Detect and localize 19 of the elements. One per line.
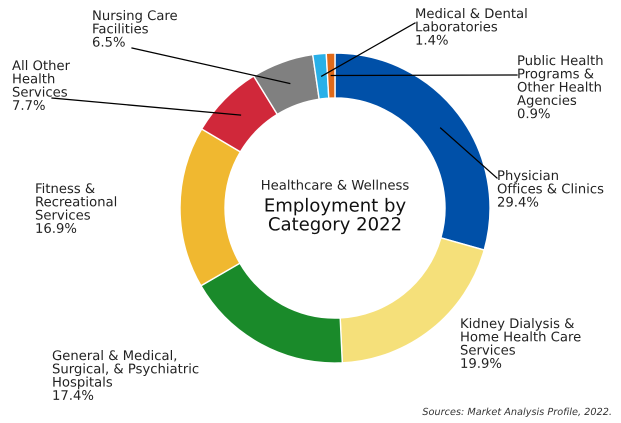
data-label: 19.9%	[461, 358, 502, 368]
text: Employment by Category 2022	[266, 198, 406, 234]
data-label: 16.9%	[36, 223, 76, 234]
slice-label: Public Health Programs & Other Health Agencies	[517, 55, 602, 108]
data-label: 6.5%	[92, 36, 125, 47]
slice-label: Kidney Dialysis & Home Health Care Services	[460, 318, 581, 355]
data-label: 29.4%	[498, 196, 538, 207]
data-label: 7.7%	[13, 100, 45, 110]
slice-label: General & Medical, Surgical, & Psychiatric Hospitals	[52, 350, 198, 390]
data-label: 1.4%	[416, 34, 448, 45]
slice-label: Medical & Dental Laboratories	[416, 8, 527, 32]
source-note: Sources: Market Analysis Profile, 2022.	[422, 408, 611, 417]
text: Healthcare & Wellness	[262, 180, 409, 190]
slice-label: Physician Offices & Clinics	[498, 170, 604, 194]
slice-label: Fitness & Recreational Services	[36, 183, 116, 220]
slice-label: All Other Health Services	[12, 60, 70, 97]
slice-label: Nursing Care Facilities	[93, 10, 177, 34]
data-label: 0.9%	[518, 108, 550, 118]
data-label: 17.4%	[53, 390, 94, 400]
